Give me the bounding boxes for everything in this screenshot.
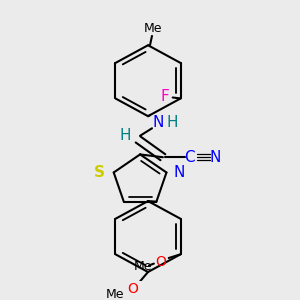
Text: F: F <box>160 89 169 104</box>
Text: O: O <box>155 255 166 269</box>
Text: Me: Me <box>144 22 162 35</box>
Text: S: S <box>94 165 105 180</box>
Text: O: O <box>128 282 139 296</box>
Text: H: H <box>119 128 131 143</box>
Text: N: N <box>152 115 164 130</box>
Text: N: N <box>174 165 185 180</box>
Text: H: H <box>166 115 178 130</box>
Text: Me: Me <box>134 260 152 273</box>
Text: C: C <box>184 150 195 165</box>
Text: N: N <box>210 150 221 165</box>
Text: Me: Me <box>106 288 124 300</box>
